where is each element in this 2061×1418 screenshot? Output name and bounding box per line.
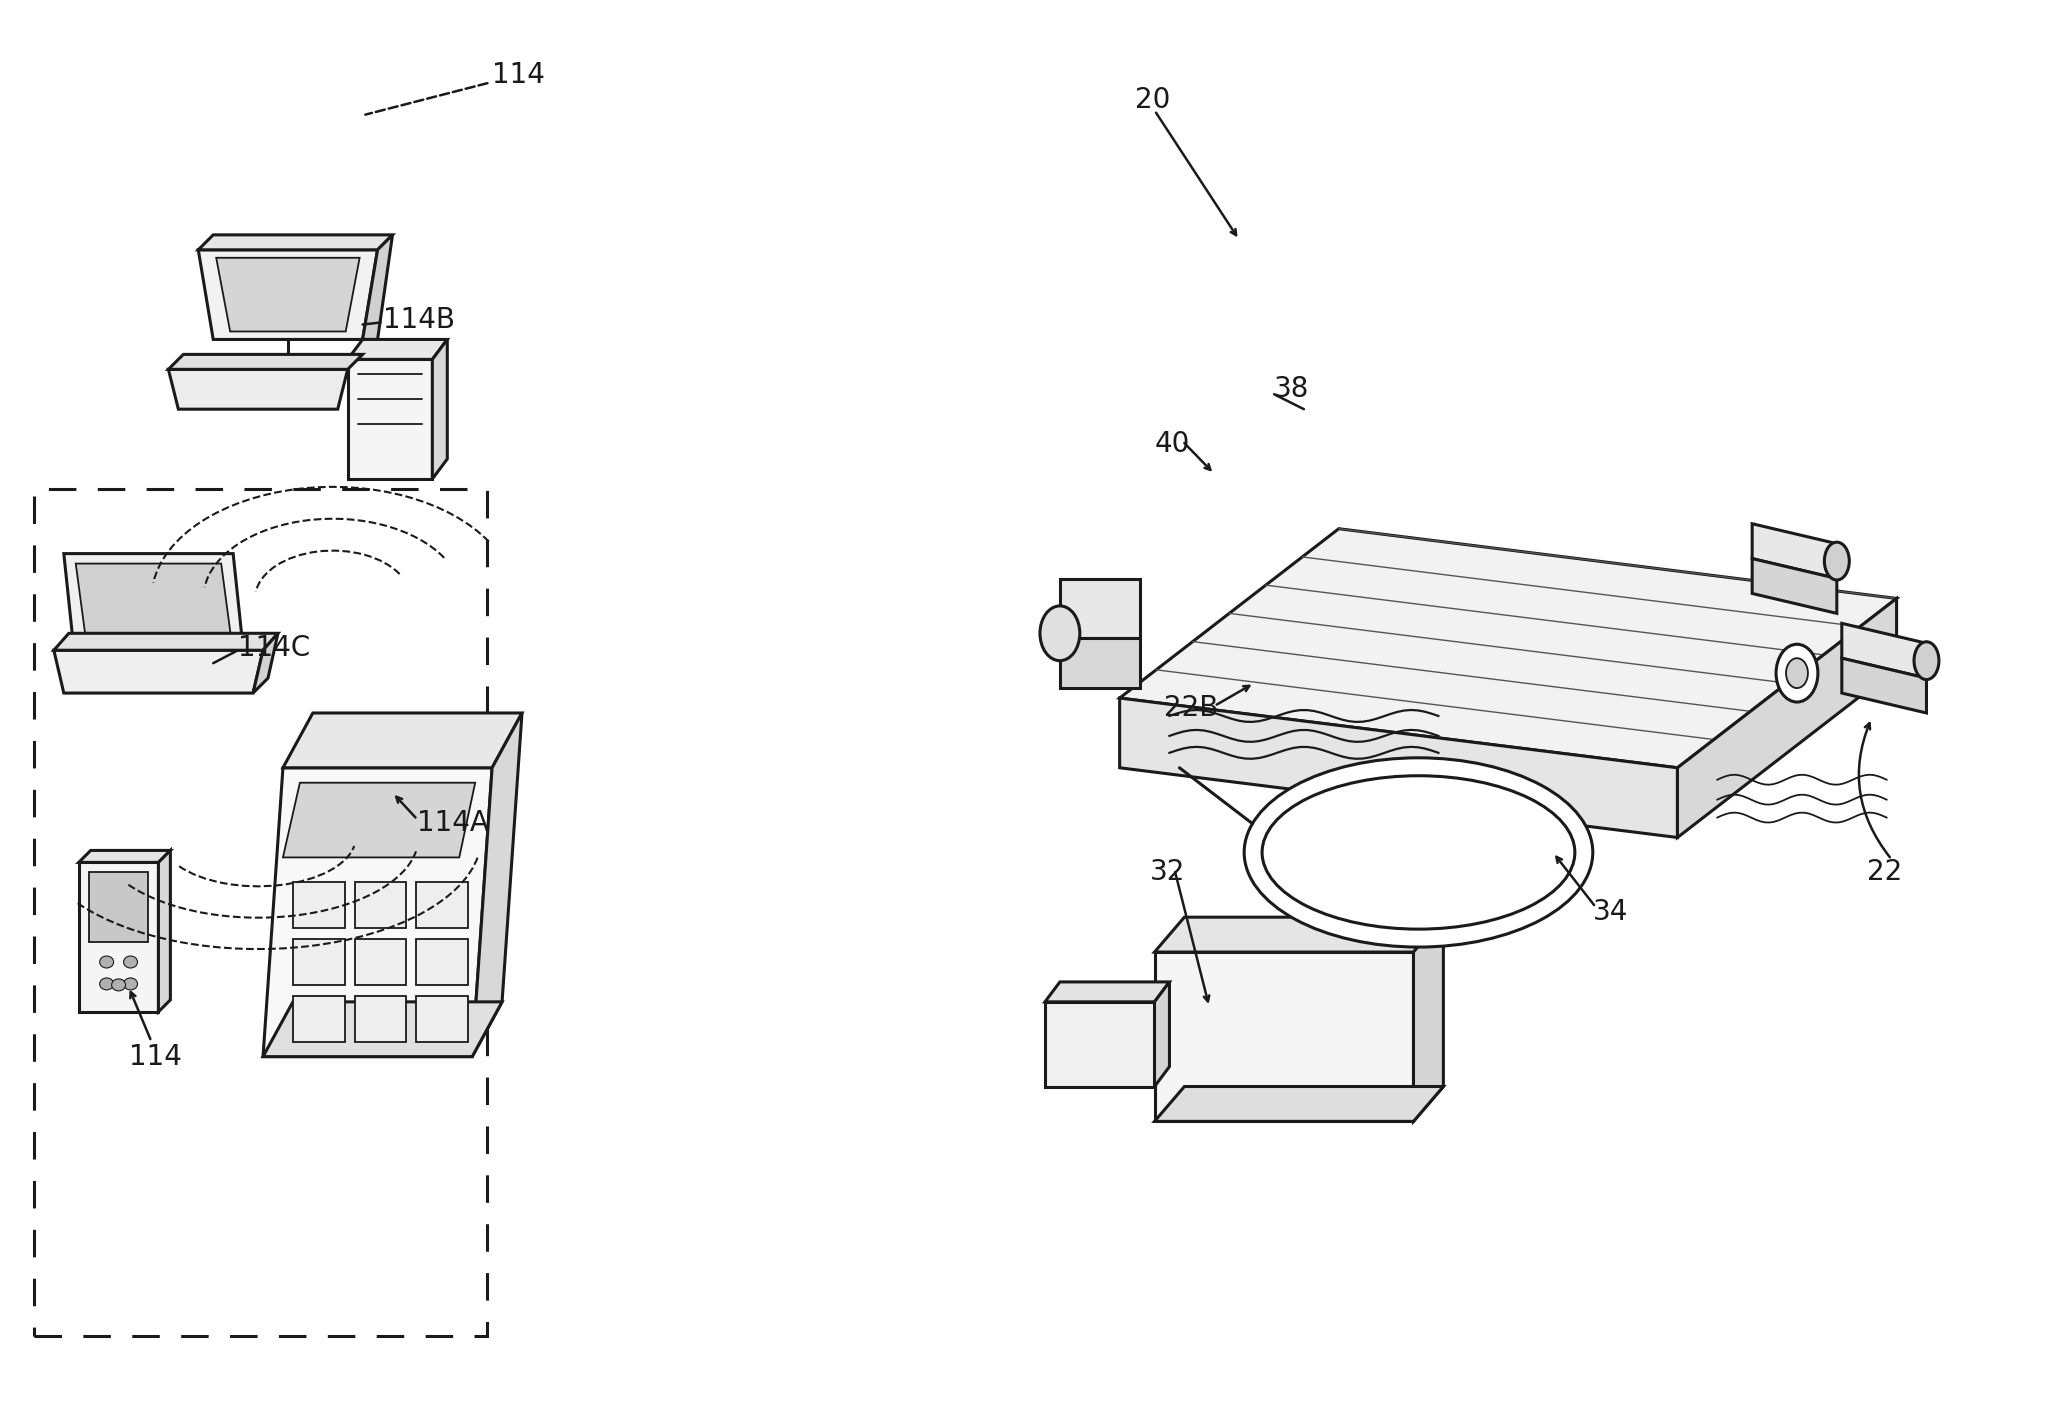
Polygon shape: [354, 995, 406, 1042]
Polygon shape: [1752, 559, 1836, 614]
Polygon shape: [1843, 658, 1927, 713]
Polygon shape: [264, 767, 493, 1056]
Polygon shape: [1154, 1086, 1443, 1122]
Polygon shape: [76, 563, 231, 638]
Polygon shape: [293, 995, 344, 1042]
Polygon shape: [433, 339, 447, 479]
Polygon shape: [1045, 1003, 1154, 1086]
Polygon shape: [348, 339, 447, 359]
Polygon shape: [1752, 523, 1836, 579]
Polygon shape: [159, 851, 171, 1012]
Polygon shape: [282, 783, 476, 858]
Ellipse shape: [99, 978, 113, 990]
Polygon shape: [282, 713, 521, 767]
Polygon shape: [1414, 917, 1443, 1122]
Polygon shape: [348, 359, 433, 479]
Text: 114: 114: [493, 61, 544, 89]
Ellipse shape: [1245, 757, 1593, 947]
Polygon shape: [1843, 624, 1927, 678]
Text: 34: 34: [1593, 898, 1628, 926]
Ellipse shape: [1261, 776, 1575, 929]
Polygon shape: [1119, 698, 1678, 838]
Text: 114B: 114B: [383, 305, 455, 333]
Polygon shape: [363, 235, 392, 339]
Text: 114A: 114A: [418, 808, 488, 837]
Polygon shape: [1119, 529, 1896, 767]
Polygon shape: [293, 882, 344, 929]
Ellipse shape: [1787, 658, 1807, 688]
Polygon shape: [78, 851, 171, 862]
Polygon shape: [416, 882, 468, 929]
Polygon shape: [354, 882, 406, 929]
Text: 40: 40: [1154, 430, 1189, 458]
Polygon shape: [1154, 917, 1443, 951]
Polygon shape: [64, 553, 243, 648]
Polygon shape: [1059, 579, 1140, 638]
Text: 22: 22: [1867, 858, 1902, 886]
Polygon shape: [416, 995, 468, 1042]
Ellipse shape: [1041, 605, 1080, 661]
Text: 114C: 114C: [239, 634, 311, 662]
Polygon shape: [169, 369, 348, 410]
Polygon shape: [54, 651, 264, 693]
Bar: [33, 489, 486, 1336]
Ellipse shape: [1824, 542, 1849, 580]
Polygon shape: [1059, 638, 1140, 688]
Polygon shape: [354, 939, 406, 986]
Polygon shape: [1678, 598, 1896, 838]
Polygon shape: [198, 250, 377, 339]
Polygon shape: [416, 939, 468, 986]
Polygon shape: [1154, 951, 1414, 1122]
Polygon shape: [293, 939, 344, 986]
Ellipse shape: [1777, 644, 1818, 702]
Polygon shape: [216, 258, 359, 332]
Polygon shape: [169, 354, 363, 369]
Text: 114: 114: [128, 1042, 181, 1071]
Polygon shape: [1045, 981, 1169, 1003]
Polygon shape: [78, 862, 159, 1012]
Text: 32: 32: [1150, 858, 1185, 886]
Ellipse shape: [99, 956, 113, 968]
Polygon shape: [89, 872, 148, 942]
Text: 20: 20: [1136, 86, 1171, 115]
Ellipse shape: [1915, 642, 1939, 679]
Polygon shape: [472, 713, 521, 1056]
Polygon shape: [54, 634, 278, 651]
Polygon shape: [198, 235, 392, 250]
Ellipse shape: [124, 978, 138, 990]
Polygon shape: [254, 634, 278, 693]
Ellipse shape: [111, 978, 126, 991]
Polygon shape: [264, 1003, 503, 1056]
Ellipse shape: [124, 956, 138, 968]
Text: 22B: 22B: [1164, 693, 1218, 722]
Text: 38: 38: [1274, 376, 1309, 403]
Polygon shape: [1154, 981, 1169, 1086]
